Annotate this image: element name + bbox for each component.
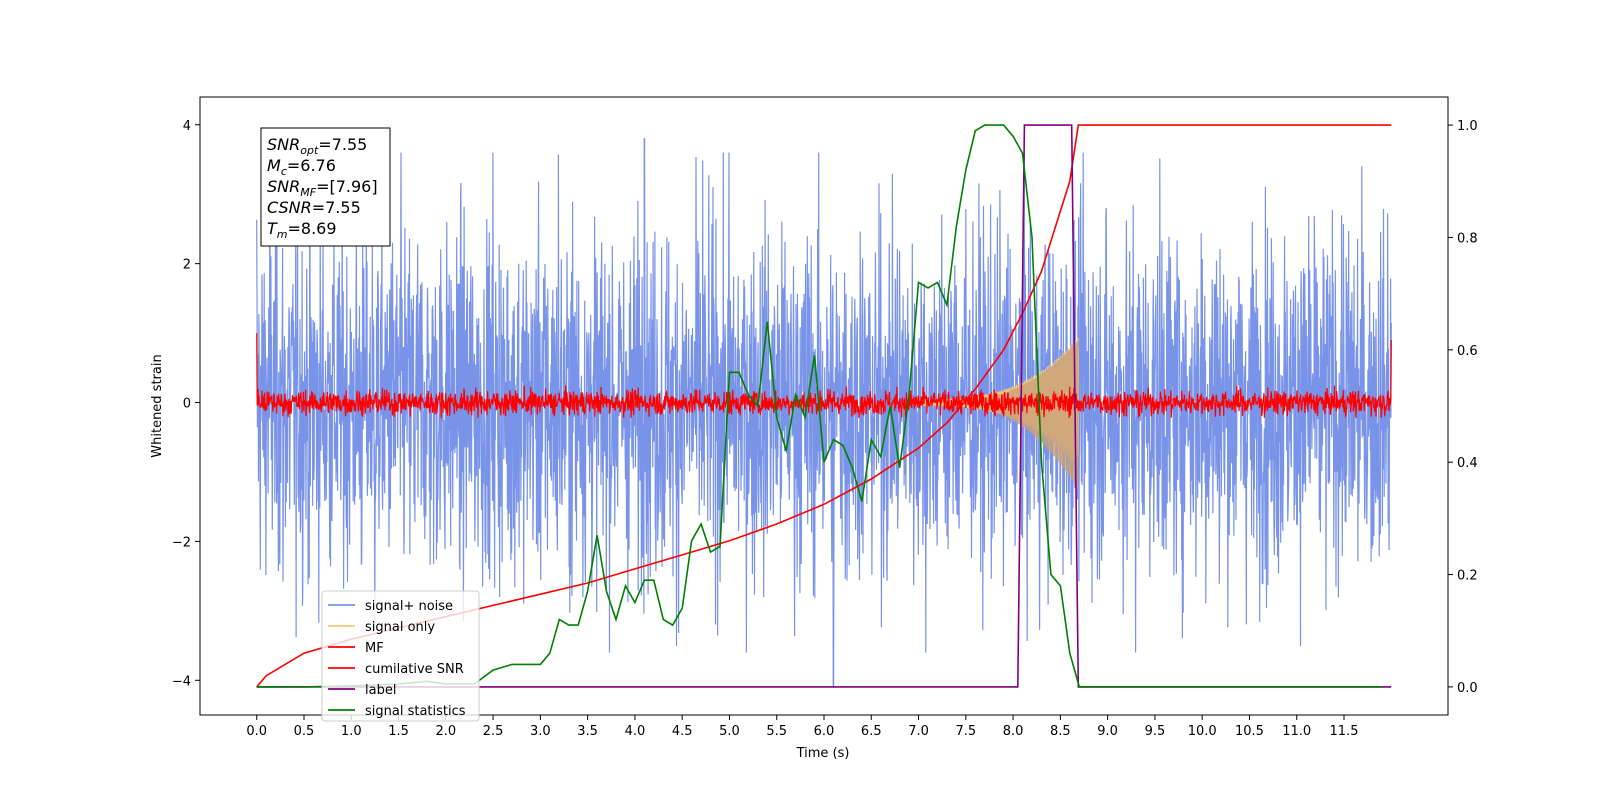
y-tick-label: 4 — [183, 119, 191, 134]
x-tick-label: 4.5 — [672, 724, 693, 739]
y-tick-label: −2 — [172, 535, 191, 550]
x-tick-label: 11.5 — [1330, 724, 1359, 739]
annotation-line: Tm=8.69 — [267, 219, 337, 241]
x-tick-label: 8.0 — [1003, 724, 1024, 739]
x-tick-label: 10.5 — [1235, 724, 1264, 739]
series-signal-only-envelope — [956, 340, 1079, 490]
x-tick-label: 5.0 — [719, 724, 740, 739]
x-tick-label: 9.5 — [1145, 724, 1166, 739]
legend-label: cumilative SNR — [365, 662, 464, 677]
x-axis: 0.0 0.5 1.0 1.5 2.0 2.5 3.0 3.5 4.0 4.5 5.0 5.5 6.0 6… — [246, 715, 1358, 739]
x-tick-label: 0.5 — [294, 724, 315, 739]
x-tick-label: 2.0 — [435, 724, 456, 739]
x-tick-label: 6.0 — [814, 724, 835, 739]
x-tick-label: 6.5 — [861, 724, 882, 739]
y-axis-title: Whitened strain — [150, 354, 165, 457]
annotation-frame — [260, 127, 391, 247]
y-tick-label: 2 — [183, 258, 191, 273]
x-tick-label: 7.5 — [955, 724, 976, 739]
x-tick-label: 9.0 — [1097, 724, 1118, 739]
x-tick-label: 5.5 — [766, 724, 787, 739]
annotation-line: SNRopt=7.55 — [267, 135, 367, 157]
legend-label: signal+ noise — [365, 599, 453, 614]
plot-area — [256, 124, 1392, 688]
legend-frame — [321, 590, 480, 722]
legend: signal+ noise signal only MF cumilative SNR… — [321, 590, 480, 722]
y2-tick-label: 0.4 — [1457, 456, 1478, 471]
y-tick-label: −4 — [172, 674, 191, 689]
y2-tick-label: 0.8 — [1457, 231, 1478, 246]
series-mf — [256, 333, 1392, 418]
y2-tick-label: 1.0 — [1457, 119, 1478, 134]
y-axis-right: 1.0 0.8 0.6 0.4 0.2 0.0 — [1448, 119, 1478, 696]
x-tick-label: 3.5 — [577, 724, 598, 739]
annotation-line: CSNR=7.55 — [267, 198, 361, 217]
y2-tick-label: 0.2 — [1457, 569, 1478, 584]
x-tick-label: 11.0 — [1282, 724, 1311, 739]
x-tick-label: 4.0 — [625, 724, 646, 739]
x-axis-title: Time (s) — [796, 746, 850, 761]
x-tick-label: 1.0 — [341, 724, 362, 739]
x-tick-label: 8.5 — [1050, 724, 1071, 739]
y2-tick-label: 0.0 — [1457, 681, 1478, 696]
legend-label: label — [365, 683, 396, 698]
x-tick-label: 10.0 — [1188, 724, 1217, 739]
annotation-line: SNRMF=[7.96] — [267, 177, 378, 199]
legend-label: MF — [365, 641, 384, 656]
x-tick-label: 2.5 — [483, 724, 504, 739]
x-tick-label: 3.0 — [530, 724, 551, 739]
annotation-line: Mc=6.76 — [267, 156, 336, 178]
x-tick-label: 1.5 — [388, 724, 409, 739]
series-signal-statistics — [256, 124, 1382, 688]
x-tick-label: 7.0 — [908, 724, 929, 739]
y-tick-label: 0 — [183, 397, 191, 412]
legend-label: signal only — [365, 620, 435, 635]
legend-label: signal statistics — [365, 704, 466, 719]
x-tick-label: 0.0 — [246, 724, 267, 739]
y-axis-left: 4 2 0 −2 −4 — [172, 119, 200, 689]
y2-tick-label: 0.6 — [1457, 344, 1478, 359]
